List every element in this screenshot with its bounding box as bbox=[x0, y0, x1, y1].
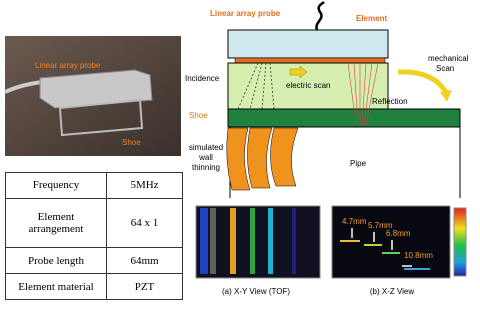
stripe bbox=[250, 208, 255, 274]
cable bbox=[4, 80, 43, 94]
label: Shoe bbox=[189, 111, 208, 120]
cell: 64mm bbox=[106, 247, 183, 275]
photo-label: Linear array probe bbox=[35, 61, 101, 70]
cell: 5MHz bbox=[106, 172, 183, 199]
stripe bbox=[292, 208, 296, 274]
stripe bbox=[268, 208, 273, 274]
label: electric scan bbox=[286, 81, 330, 90]
xy-image bbox=[195, 205, 321, 279]
xz-label: 4.7mm bbox=[342, 217, 367, 226]
cell: Probe length bbox=[5, 247, 107, 275]
caption: (b) X-Z View bbox=[370, 287, 415, 296]
label: Reflection bbox=[372, 97, 408, 106]
thinning bbox=[270, 127, 299, 187]
echo bbox=[340, 240, 360, 242]
label: Scan bbox=[436, 64, 454, 73]
label: wall bbox=[198, 153, 213, 162]
thinning bbox=[226, 127, 251, 191]
thinning bbox=[247, 127, 273, 189]
echo bbox=[364, 244, 382, 246]
photo-label: Shoe bbox=[122, 138, 141, 147]
arrow bbox=[289, 65, 308, 79]
probe bbox=[39, 69, 153, 109]
arrows bbox=[351, 228, 412, 267]
cell: Element material bbox=[5, 273, 107, 300]
elements bbox=[234, 57, 386, 64]
label: thinning bbox=[192, 163, 220, 172]
reflections bbox=[347, 62, 379, 126]
cell: PZT bbox=[106, 273, 183, 300]
label: mechanical bbox=[428, 54, 469, 63]
echo bbox=[382, 252, 400, 254]
cell: Frequency bbox=[5, 172, 107, 199]
probe-box bbox=[227, 29, 389, 59]
stripe bbox=[230, 208, 236, 274]
arrow bbox=[440, 90, 452, 102]
echo bbox=[404, 268, 430, 270]
label: Incidence bbox=[185, 74, 220, 83]
cell: 64 x 1 bbox=[106, 197, 183, 249]
spec-table: Frequency 5MHz Element arrangement 64 x 1 … bbox=[5, 172, 183, 300]
stripe bbox=[210, 208, 216, 274]
beams bbox=[237, 62, 275, 110]
stripe bbox=[200, 208, 208, 274]
label: Pipe bbox=[350, 159, 367, 168]
shoe bbox=[58, 98, 144, 137]
xz-label: 10.8mm bbox=[404, 251, 433, 260]
colorbar bbox=[453, 207, 467, 277]
label: Linear array probe bbox=[210, 9, 281, 18]
pipe-wall bbox=[227, 108, 461, 128]
cable bbox=[315, 1, 325, 33]
caption: (a) X-Y View (TOF) bbox=[222, 287, 290, 296]
label: Element bbox=[356, 14, 387, 23]
arrow bbox=[397, 69, 449, 94]
xz-label: 6.8mm bbox=[386, 229, 411, 238]
cell: Element arrangement bbox=[5, 197, 107, 249]
label: simulated bbox=[189, 143, 223, 152]
xz-label: 5.7mm bbox=[368, 221, 393, 230]
